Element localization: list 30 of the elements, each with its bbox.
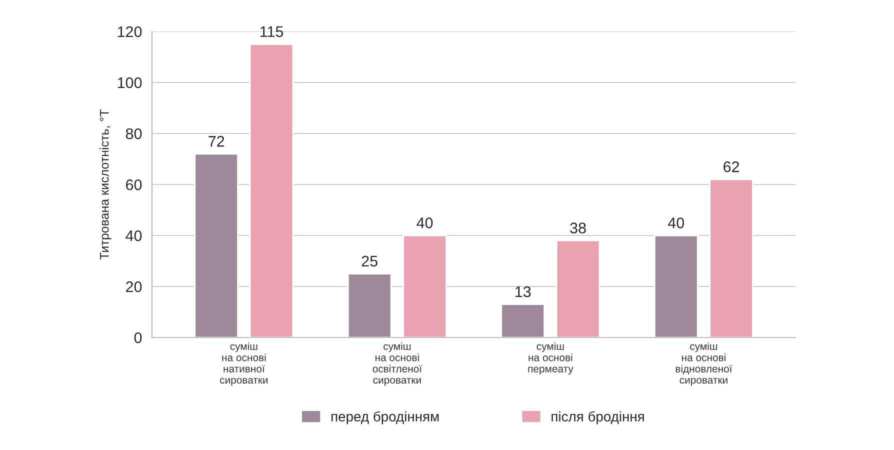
data-label: 38 [570, 222, 586, 234]
x-tick-label: суміш на основі відновленої сироватки [676, 342, 732, 386]
data-label: 62 [724, 161, 740, 172]
bar [194, 153, 238, 338]
bar [500, 304, 546, 338]
x-tick-label: суміш на основі нативної сироватки [220, 342, 268, 386]
y-tick-label: 0 [134, 332, 142, 344]
bar [347, 273, 392, 338]
bar [249, 44, 294, 338]
y-tick-label: 20 [126, 281, 142, 292]
y-tick-label: 40 [126, 230, 142, 242]
y-tick-label: 60 [126, 179, 142, 190]
legend-label: перед бродінням [332, 411, 439, 424]
x-tick-label: суміш на основі освітленої сироватки [372, 342, 422, 386]
bar [402, 234, 447, 338]
bar [556, 240, 600, 338]
bar [709, 178, 754, 338]
data-label: 13 [516, 286, 531, 298]
legend-label: після бродіння [552, 411, 644, 424]
data-label: 72 [208, 136, 224, 147]
y-tick-label: 120 [118, 26, 142, 38]
bar [654, 234, 698, 338]
data-label: 40 [416, 217, 433, 228]
x-tick-label: суміш на основі пермеату [528, 342, 574, 375]
y-tick-label: 80 [126, 128, 142, 140]
y-tick-label: 100 [118, 77, 142, 88]
data-label: 25 [362, 256, 378, 267]
y-axis-title: Титрована кислотність, °Т [100, 109, 112, 260]
data-label: 40 [668, 217, 684, 228]
data-label: 115 [260, 26, 284, 38]
